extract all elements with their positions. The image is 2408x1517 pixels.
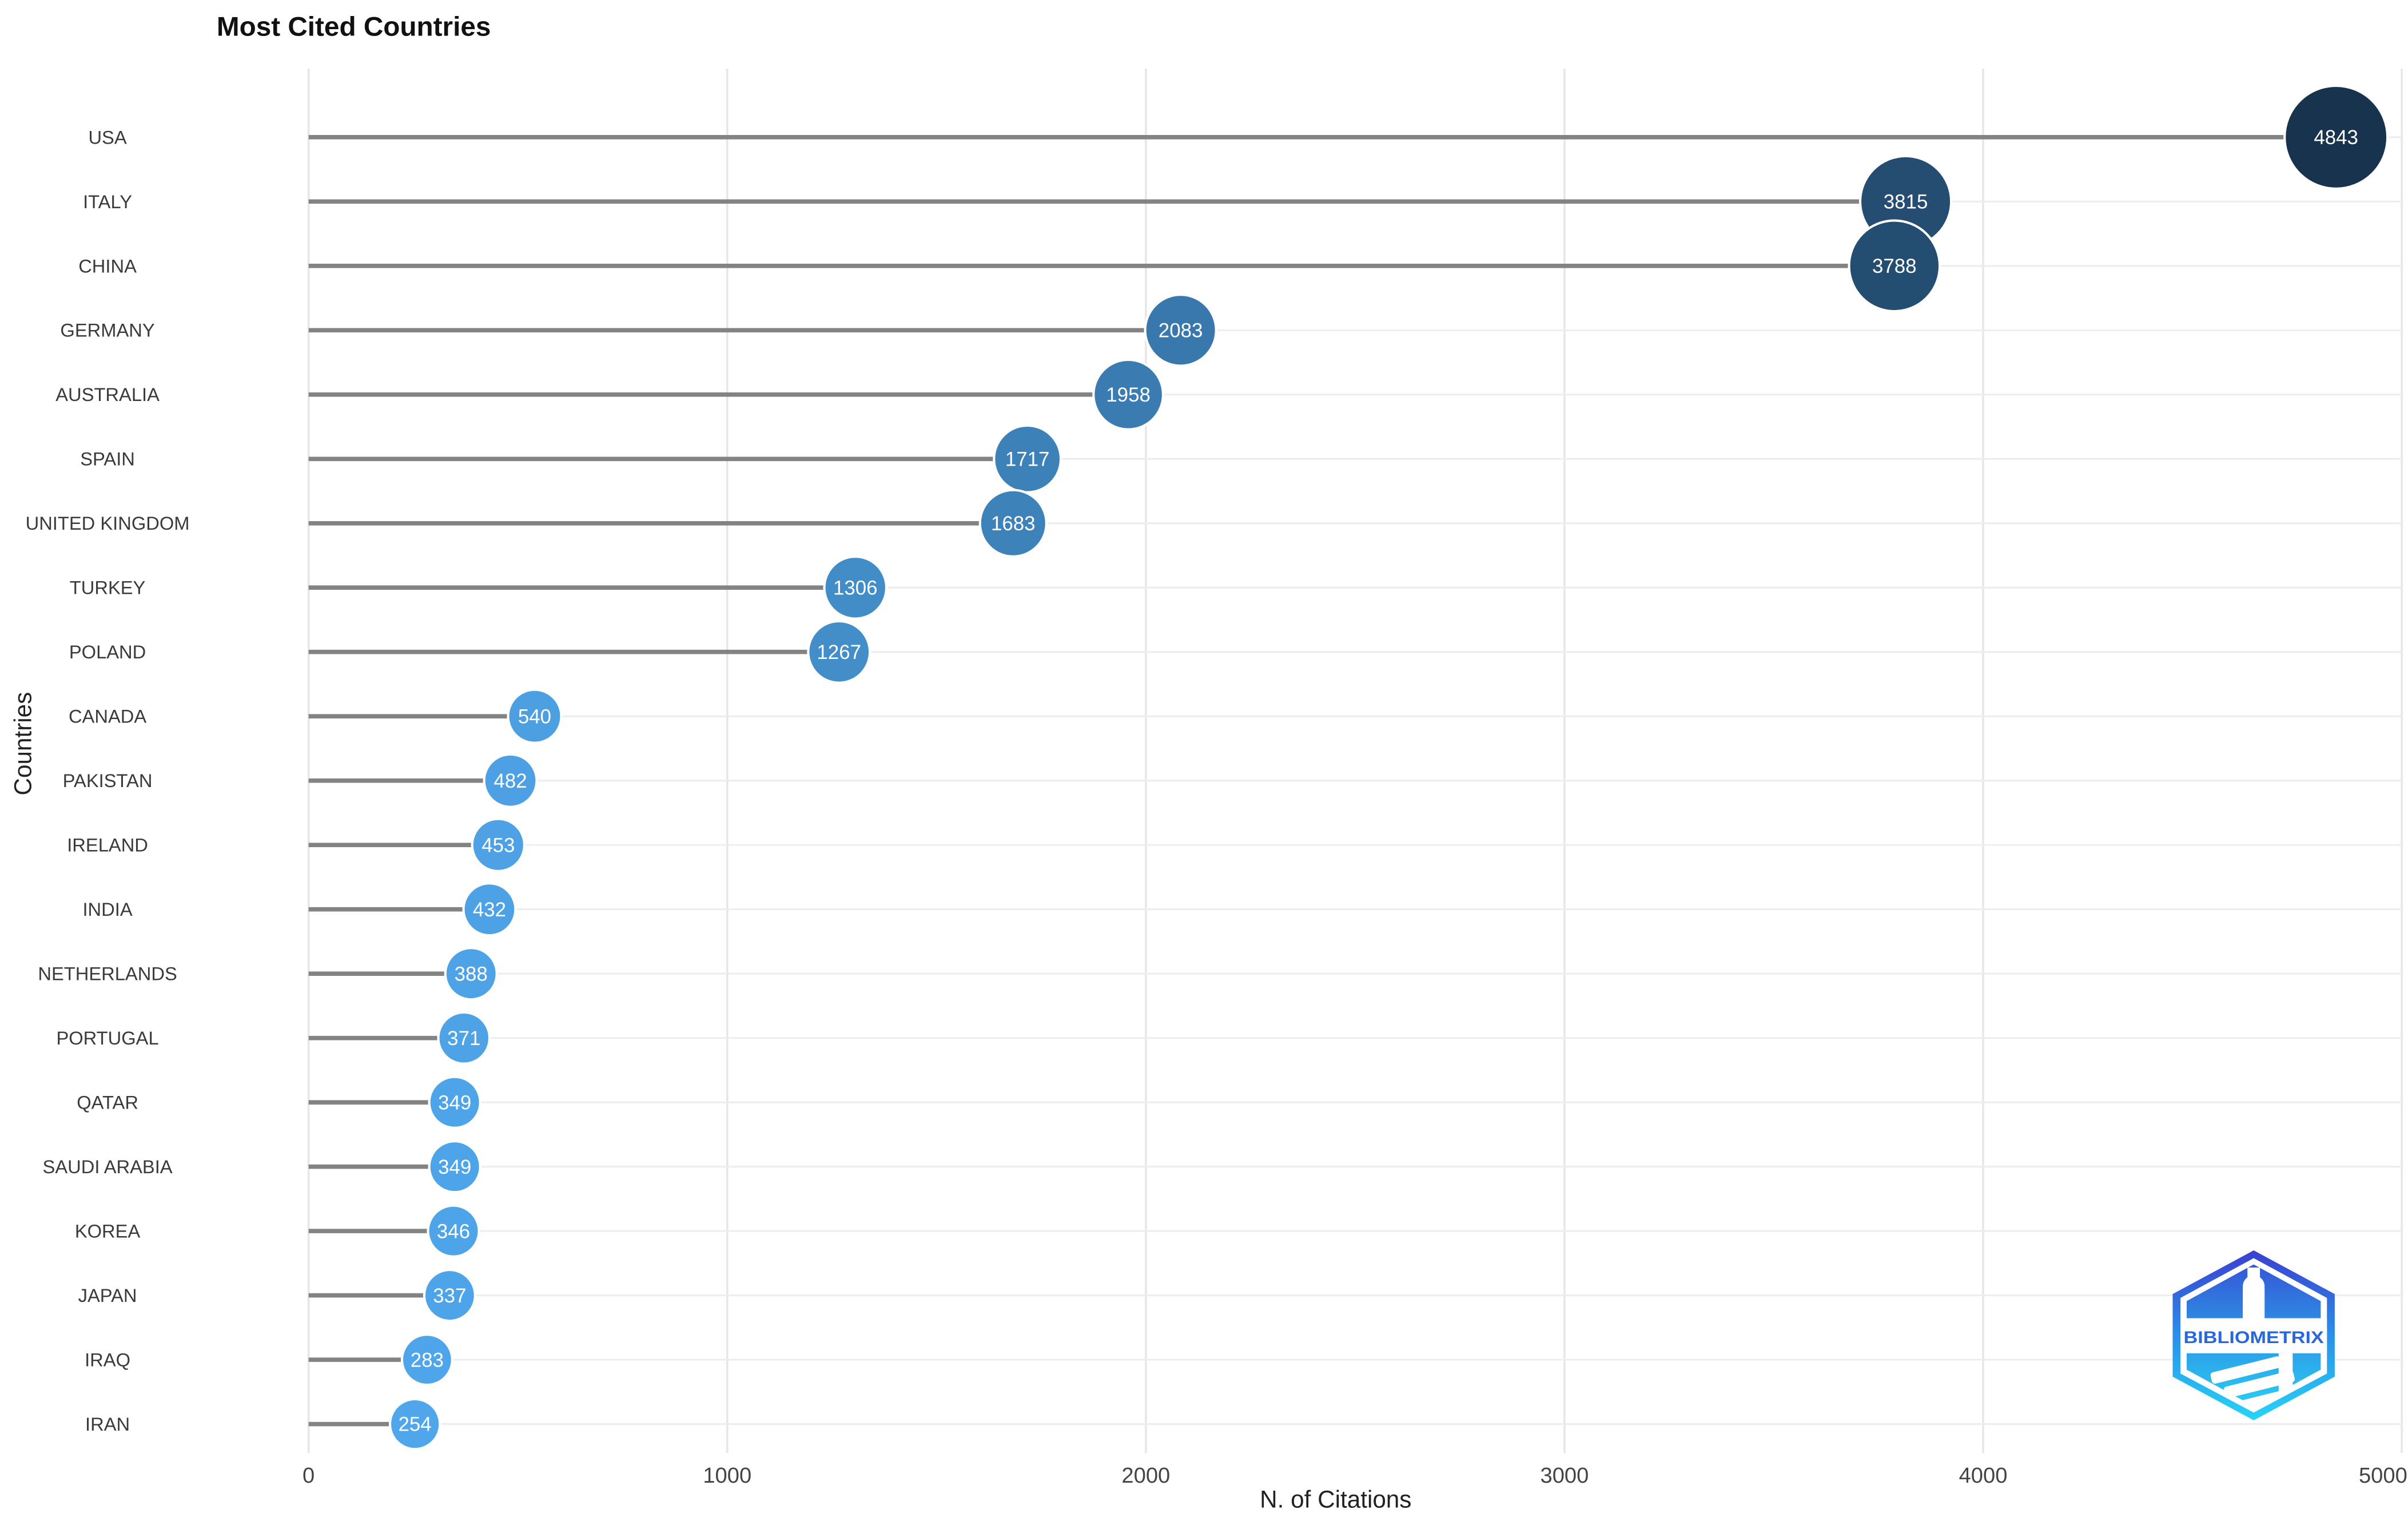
data-point-circle[interactable]	[428, 1139, 481, 1194]
lollipop-row: 4843 USA	[88, 84, 2402, 190]
data-point-value: 1306	[833, 577, 878, 599]
data-point-circle[interactable]	[400, 1333, 453, 1387]
data-point-circle[interactable]	[428, 1075, 481, 1129]
country-label: UNITED KINGDOM	[26, 513, 190, 534]
x-axis-title: N. of Citations	[1260, 1486, 1411, 1513]
lollipop-rows-layer: 4843 USA 3815 ITALY 3788 CHINA 2083 GERMANY 1958…	[26, 84, 2402, 1451]
data-point-value: 283	[411, 1349, 444, 1371]
lollipop-row: 349 QATAR	[77, 1075, 2402, 1129]
x-tick-label: 2000	[1121, 1463, 1170, 1488]
data-point-circle[interactable]	[423, 1269, 476, 1323]
lollipop-row: 540 CANADA	[69, 688, 2402, 744]
country-label: QATAR	[77, 1092, 138, 1113]
data-point-value: 254	[399, 1413, 432, 1436]
country-label: CANADA	[69, 706, 146, 727]
x-tick-label: 5000	[2359, 1463, 2407, 1488]
country-label: KOREA	[75, 1221, 141, 1242]
data-point-value: 540	[518, 705, 551, 728]
y-axis-title: Countries	[10, 692, 37, 796]
data-point-circle[interactable]	[1144, 293, 1217, 367]
lollipop-row: 3815 ITALY	[83, 154, 2402, 248]
data-point-circle[interactable]	[388, 1397, 441, 1451]
country-label: SPAIN	[80, 448, 135, 470]
lollipop-row: 3788 CHINA	[78, 219, 2402, 313]
data-point-circle[interactable]	[483, 753, 538, 808]
data-point-value: 388	[455, 963, 488, 985]
data-point-value: 2083	[1159, 320, 1203, 342]
data-point-value: 1958	[1106, 384, 1151, 406]
data-point-value: 432	[473, 899, 506, 921]
country-label: IRAQ	[85, 1349, 130, 1371]
country-label: USA	[88, 126, 126, 148]
data-point-value: 453	[481, 834, 515, 856]
data-point-circle[interactable]	[823, 555, 888, 620]
data-point-value: 346	[437, 1220, 470, 1242]
chart-title: Most Cited Countries	[217, 12, 491, 42]
logo-text-band	[2180, 1318, 2327, 1353]
lollipop-row: 453 IRELAND	[67, 817, 2402, 872]
x-tick-label: 1000	[703, 1463, 751, 1488]
data-point-value: 4843	[2314, 126, 2358, 149]
country-label: ITALY	[83, 191, 132, 212]
country-label: IRAN	[85, 1413, 130, 1435]
country-label: SAUDI ARABIA	[43, 1156, 173, 1177]
data-point-value: 371	[447, 1027, 480, 1050]
lollipop-row: 1958 AUSTRALIA	[55, 358, 2402, 431]
x-tick-label: 4000	[1959, 1463, 2008, 1488]
data-point-circle[interactable]	[471, 817, 526, 872]
data-point-circle[interactable]	[978, 489, 1048, 558]
gridlines-layer	[307, 68, 2403, 1454]
lollipop-row: 432 INDIA	[82, 882, 2402, 937]
country-label: PAKISTAN	[63, 770, 153, 791]
lollipop-row: 371 PORTUGAL	[56, 1011, 2402, 1065]
lollipop-row: 346 KOREA	[75, 1204, 2402, 1258]
lollipop-row: 337 JAPAN	[78, 1269, 2402, 1323]
country-label: INDIA	[82, 899, 132, 920]
country-label: GERMANY	[60, 320, 154, 341]
data-point-value: 3788	[1872, 255, 1917, 277]
data-point-value: 349	[438, 1156, 471, 1178]
data-point-circle[interactable]	[427, 1204, 480, 1258]
data-point-value: 337	[433, 1285, 466, 1307]
country-label: JAPAN	[78, 1285, 137, 1306]
country-label: CHINA	[78, 255, 137, 276]
country-label: PORTUGAL	[56, 1027, 158, 1049]
data-point-circle[interactable]	[437, 1011, 491, 1065]
x-tick-label: 3000	[1540, 1463, 1589, 1488]
lollipop-row: 1717 SPAIN	[80, 424, 2402, 494]
data-point-value: 349	[438, 1091, 471, 1114]
data-point-circle[interactable]	[2283, 84, 2389, 190]
data-point-circle[interactable]	[1848, 219, 1941, 313]
data-point-value: 1683	[991, 513, 1036, 535]
lollipop-row: 388 NETHERLANDS	[38, 947, 2402, 1001]
data-point-circle[interactable]	[1092, 358, 1164, 431]
lollipop-row: 283 IRAQ	[85, 1333, 2402, 1387]
country-label: AUSTRALIA	[55, 384, 160, 405]
lollipop-row: 349 SAUDI ARABIA	[43, 1139, 2402, 1194]
lollipop-row: 482 PAKISTAN	[63, 753, 2402, 808]
data-point-value: 482	[493, 770, 527, 792]
country-label: NETHERLANDS	[38, 963, 177, 984]
data-point-circle[interactable]	[444, 947, 498, 1001]
country-label: IRELAND	[67, 835, 148, 856]
data-point-value: 1717	[1005, 448, 1050, 470]
data-point-circle[interactable]	[807, 619, 871, 684]
x-axis-ticks-layer: 0 1000 2000 3000 4000 5000	[303, 1463, 2407, 1488]
data-point-value: 3815	[1884, 191, 1928, 213]
lollipop-row: 254 IRAN	[85, 1397, 2402, 1451]
logo-text: BIBLIOMETRIX	[2184, 1328, 2324, 1347]
lollipop-row: 1267 POLAND	[69, 619, 2402, 684]
data-point-circle[interactable]	[462, 882, 517, 937]
lollipop-row: 1683 UNITED KINGDOM	[26, 489, 2402, 558]
bibliometrix-logo: BIBLIOMETRIX	[2172, 1250, 2335, 1421]
data-point-value: 1267	[817, 641, 861, 664]
data-point-circle[interactable]	[507, 688, 563, 744]
lollipop-row: 1306 TURKEY	[70, 555, 2402, 620]
country-label: TURKEY	[70, 577, 146, 598]
lollipop-row: 2083 GERMANY	[60, 293, 2402, 367]
x-tick-label: 0	[303, 1463, 315, 1488]
country-label: POLAND	[69, 641, 146, 662]
